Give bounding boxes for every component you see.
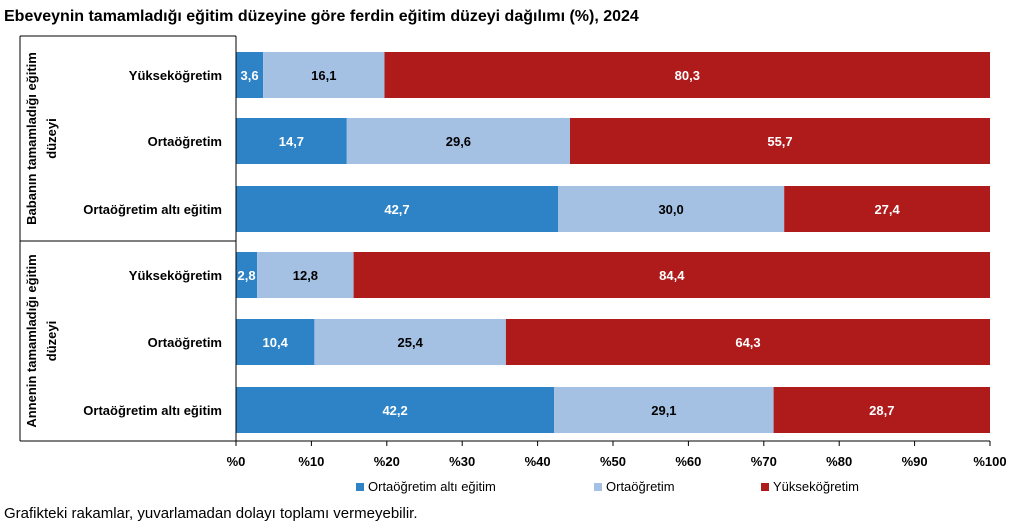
- bar-segment: [314, 319, 506, 365]
- bar-segment: [236, 387, 555, 433]
- bar-segment: [570, 118, 990, 164]
- value-label: 42,7: [384, 202, 409, 217]
- category-label: Yükseköğretim: [129, 268, 222, 283]
- bar-segment: [558, 186, 785, 232]
- value-label: 80,3: [675, 68, 700, 83]
- legend-label: Yükseköğretim: [773, 479, 859, 494]
- group-label-line: düzeyi: [44, 118, 59, 158]
- value-label: 3,6: [241, 68, 259, 83]
- legend-swatch: [356, 483, 364, 491]
- group-label: Babanın tamamladığı eğitim düzeyi: [24, 52, 59, 225]
- value-label: 55,7: [767, 134, 792, 149]
- bar-segment: [784, 186, 990, 232]
- value-label: 2,8: [238, 268, 256, 283]
- bar-segment: [353, 252, 991, 298]
- legend-label: Ortaöğretim: [606, 479, 675, 494]
- value-label: 16,1: [311, 68, 336, 83]
- value-label: 29,1: [651, 403, 676, 418]
- x-tick-label: %0: [227, 454, 246, 469]
- x-tick-label: %20: [374, 454, 400, 469]
- axes-layer: Yükseköğretim Ortaöğretim Ortaöğretim altı…: [19, 35, 1007, 469]
- category-label: Yükseköğretim: [129, 68, 222, 83]
- bar-segment: [236, 52, 264, 98]
- group-label-line: düzeyi: [44, 321, 59, 361]
- value-label: 84,4: [659, 268, 685, 283]
- bar-segment: [236, 252, 258, 298]
- group-label-line: Annenin tamamladığı eğitim: [24, 254, 39, 427]
- x-tick-label: %50: [600, 454, 626, 469]
- bar-segment: [236, 118, 347, 164]
- legend-swatch: [594, 483, 602, 491]
- chart-title: Ebeveynin tamamladığı eğitim düzeyine gö…: [4, 8, 639, 25]
- bar-segment: [346, 118, 570, 164]
- x-tick-label: %30: [449, 454, 475, 469]
- x-tick-label: %60: [675, 454, 701, 469]
- group-label: Annenin tamamladığı eğitim düzeyi: [24, 254, 59, 427]
- value-labels-layer: 3,6 16,1 80,3 14,7 29,6 55,7 42,7 30,0 27,4 2,8 12…: [238, 68, 901, 418]
- bar-segment: [263, 52, 385, 98]
- bars-layer: [236, 52, 991, 433]
- x-tick-label: %90: [902, 454, 928, 469]
- x-tick-label: %100: [973, 454, 1006, 469]
- value-label: 42,2: [382, 403, 407, 418]
- legend-label: Ortaöğretim altı eğitim: [368, 479, 496, 494]
- footnote: Grafikteki rakamlar, yuvarlamadan dolayı…: [4, 505, 418, 522]
- category-label: Ortaöğretim altı eğitim: [83, 403, 222, 418]
- category-label: Ortaöğretim altı eğitim: [83, 202, 222, 217]
- bar-segment: [236, 186, 558, 232]
- bar-segment: [384, 52, 990, 98]
- value-label: 64,3: [735, 335, 760, 350]
- category-label: Ortaöğretim: [148, 134, 222, 149]
- x-tick-label: %70: [751, 454, 777, 469]
- value-label: 12,8: [293, 268, 318, 283]
- legend-swatch: [761, 483, 769, 491]
- value-label: 14,7: [279, 134, 304, 149]
- bar-segment: [554, 387, 774, 433]
- bar-segment: [773, 387, 990, 433]
- value-label: 27,4: [874, 202, 900, 217]
- x-tick-label: %10: [298, 454, 324, 469]
- value-label: 25,4: [398, 335, 424, 350]
- legend: Ortaöğretim altı eğitim Ortaöğretim Yüksek…: [356, 479, 859, 494]
- x-tick-label: %40: [525, 454, 551, 469]
- x-tick-label: %80: [826, 454, 852, 469]
- value-label: 28,7: [869, 403, 894, 418]
- group-label-line: Babanın tamamladığı eğitim: [24, 52, 39, 225]
- value-label: 10,4: [263, 335, 289, 350]
- category-label: Ortaöğretim: [148, 335, 222, 350]
- value-label: 30,0: [658, 202, 683, 217]
- bar-segment: [236, 319, 315, 365]
- stacked-bar-chart: 3,6 16,1 80,3 14,7 29,6 55,7 42,7 30,0 27,4 2,8 12…: [19, 35, 1007, 494]
- bar-segment: [505, 319, 990, 365]
- value-label: 29,6: [446, 134, 471, 149]
- bar-segment: [257, 252, 354, 298]
